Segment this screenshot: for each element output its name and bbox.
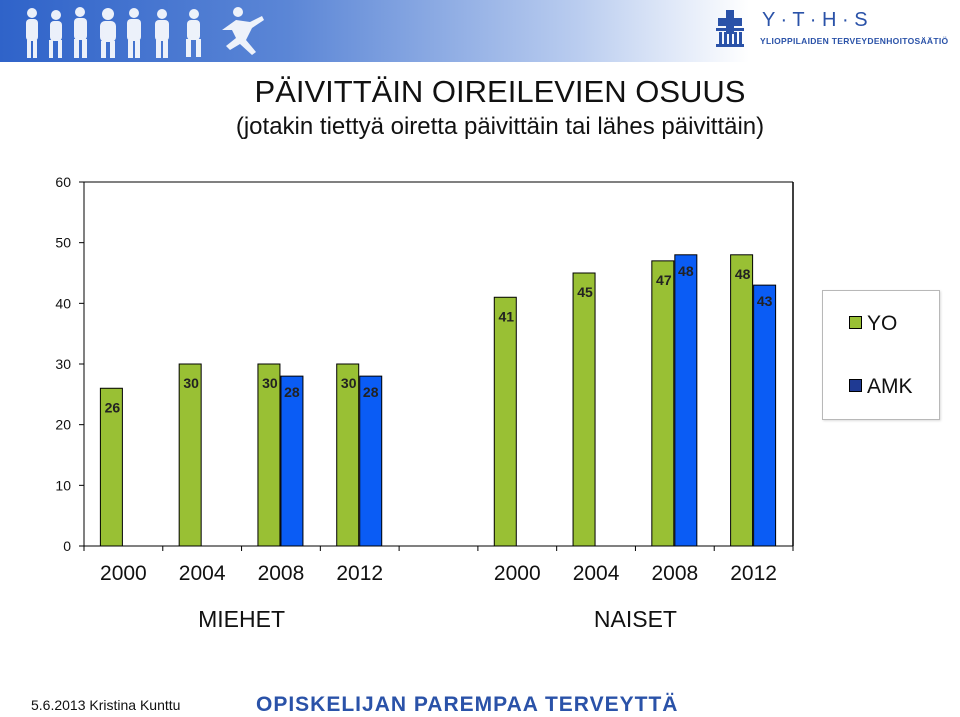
bar-yo <box>651 260 675 547</box>
bar-amk <box>359 375 383 547</box>
yths-logo: Y · T · H · S <box>716 9 868 47</box>
y-tick-label: 60 <box>55 174 71 190</box>
bar-yo <box>730 254 754 547</box>
legend-item-yo: YO <box>849 312 897 336</box>
x-category-label: 2012 <box>336 562 383 585</box>
x-category-label: 2000 <box>494 562 541 585</box>
logo-letters: Y · T · H · S <box>762 9 868 31</box>
group-label-miehet: MIEHET <box>198 606 285 632</box>
data-label-amk: 43 <box>757 293 773 309</box>
x-category-label: 2004 <box>179 562 226 585</box>
bar-amk <box>753 284 777 547</box>
bar-amk <box>280 375 304 547</box>
x-category-label: 2008 <box>651 562 698 585</box>
bar-yo <box>493 296 517 547</box>
chart-legend: YO AMK <box>822 290 940 420</box>
legend-swatch-yo <box>849 315 862 329</box>
x-category-label: 2008 <box>258 562 305 585</box>
footer-date-author: 5.6.2013 Kristina Kunttu <box>31 697 181 713</box>
data-label-yo: 30 <box>183 375 199 391</box>
bar-chart: 0 10 20 30 40 50 60 26 2000 30 2004 30 28 2008 30 28 201… <box>55 174 794 632</box>
x-category-label: 2012 <box>730 562 777 585</box>
y-tick-label: 10 <box>55 477 71 493</box>
data-label-yo: 41 <box>498 308 514 324</box>
y-tick-label: 40 <box>55 295 71 311</box>
data-label-yo: 30 <box>341 375 357 391</box>
legend-item-amk: AMK <box>849 375 913 399</box>
legend-label-amk: AMK <box>867 375 913 398</box>
chart-title: PÄIVITTÄIN OIREILEVIEN OSUUS <box>254 74 746 109</box>
y-tick-label: 20 <box>55 417 71 433</box>
y-tick-label: 50 <box>55 235 71 251</box>
x-category-label: 2004 <box>573 562 620 585</box>
logo-organization-name: YLIOPPILAIDEN TERVEYDENHOITOSÄÄTIÖ <box>760 36 949 46</box>
group-label-naiset: NAISET <box>594 606 677 632</box>
x-category-label: 2000 <box>100 562 147 585</box>
y-tick-label: 0 <box>63 538 71 554</box>
legend-swatch-amk <box>849 378 862 392</box>
chart-subtitle: (jotakin tiettyä oiretta päivittäin tai … <box>235 113 765 140</box>
data-label-yo: 47 <box>656 272 672 288</box>
footer-slogan: OPISKELIJAN PAREMPAA TERVEYTTÄ <box>256 693 679 716</box>
data-label-yo: 48 <box>735 266 751 282</box>
bar-yo <box>178 363 202 547</box>
bar-yo <box>336 363 360 547</box>
data-label-yo: 26 <box>105 399 121 415</box>
bar-yo <box>572 272 596 547</box>
bar-yo <box>257 363 281 547</box>
y-tick-label: 30 <box>55 356 71 372</box>
header-banner: Y · T · H · S YLIOPPILAIDEN TERVEYDENHOI… <box>0 0 960 62</box>
data-label-yo: 30 <box>262 375 278 391</box>
data-label-yo: 45 <box>577 284 593 300</box>
bar-amk <box>674 254 698 547</box>
bar-yo <box>99 387 123 547</box>
data-label-amk: 28 <box>363 384 379 400</box>
data-label-amk: 28 <box>284 384 300 400</box>
legend-label-yo: YO <box>867 312 898 335</box>
data-label-amk: 48 <box>678 263 694 279</box>
people-silhouettes-icon <box>26 7 264 58</box>
